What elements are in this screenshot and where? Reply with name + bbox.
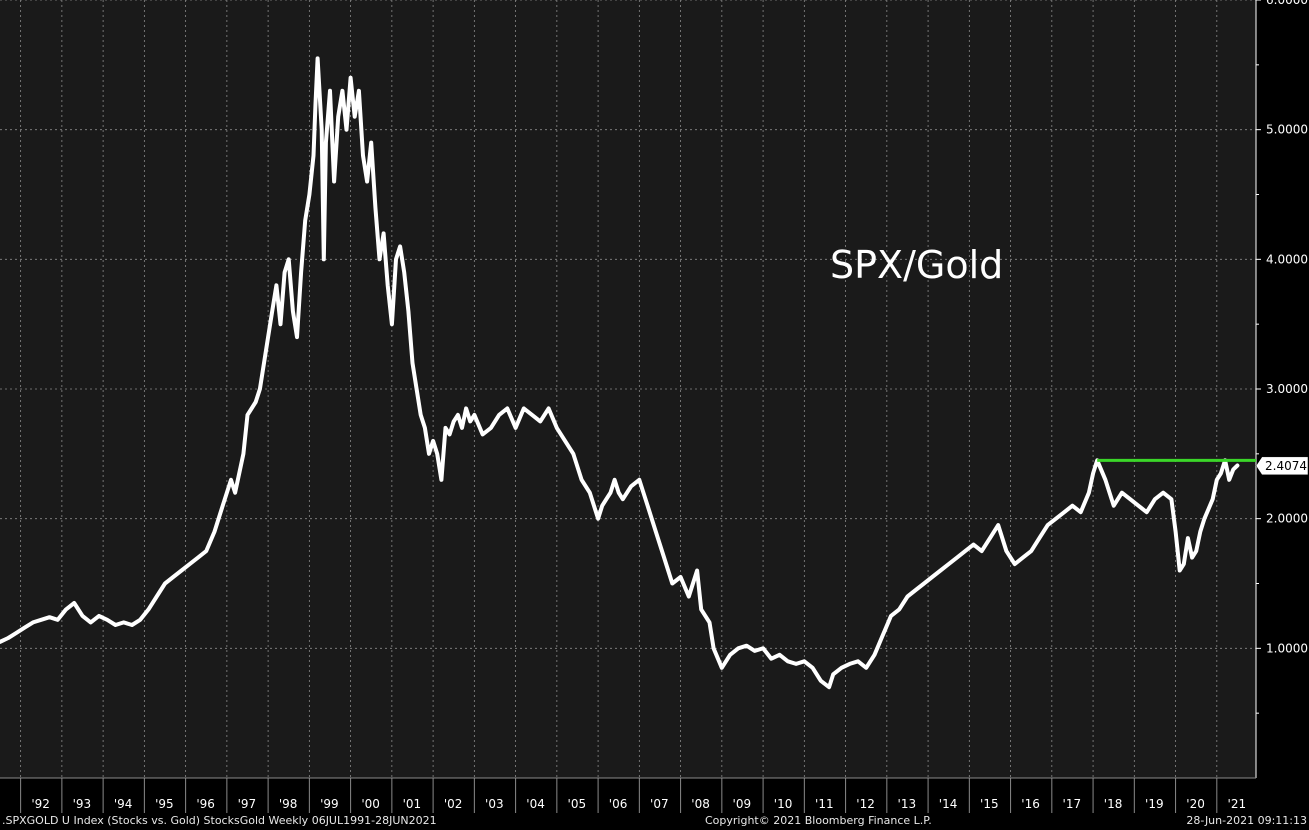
y-tick-label: 3.0000 (1266, 382, 1308, 396)
footer-index-info: .SPXGOLD U Index (Stocks vs. Gold) Stock… (2, 814, 437, 827)
last-value-label: 2.4074 (1265, 459, 1307, 473)
last-value-box (1255, 456, 1309, 476)
x-tick-label: '94 (114, 797, 133, 811)
x-tick-label: '98 (279, 797, 298, 811)
x-tick-label: '96 (196, 797, 215, 811)
y-tick-label: 4.0000 (1266, 252, 1308, 266)
series-line (0, 56, 1240, 690)
x-tick-label: '99 (320, 797, 339, 811)
grid-lines (0, 0, 1256, 778)
x-tick-label: '10 (774, 797, 793, 811)
y-tick-label: 5.0000 (1266, 123, 1308, 137)
footer-timestamp: 28-Jun-2021 09:11:13 (1186, 814, 1307, 827)
x-tick-label: '16 (1021, 797, 1040, 811)
footer-copyright: Copyright© 2021 Bloomberg Finance L.P. (705, 814, 932, 827)
x-tick-label: '04 (526, 797, 545, 811)
y-tick-label: 6.0000 (1266, 0, 1308, 7)
x-tick-label: '07 (650, 797, 669, 811)
x-tick-label: '09 (733, 797, 752, 811)
chart-footer: .SPXGOLD U Index (Stocks vs. Gold) Stock… (0, 813, 1309, 830)
x-tick-label: '95 (155, 797, 174, 811)
y-tick-label: 2.0000 (1266, 512, 1308, 526)
x-tick-label: '15 (980, 797, 999, 811)
x-tick-label: '17 (1063, 797, 1082, 811)
x-tick-label: '14 (939, 797, 958, 811)
x-tick-label: '11 (815, 797, 834, 811)
x-tick-label: '06 (609, 797, 628, 811)
x-tick-label: '19 (1145, 797, 1164, 811)
x-tick-label: '97 (238, 797, 257, 811)
x-tick-label: '02 (444, 797, 463, 811)
x-tick-label: '18 (1104, 797, 1123, 811)
y-tick-label: 1.0000 (1266, 641, 1308, 655)
series-layer (0, 56, 1256, 690)
plot-area (0, 0, 1256, 778)
x-tick-label: '92 (31, 797, 50, 811)
last-value-marker: 2.4074 (1255, 456, 1309, 476)
x-tick-label: '12 (856, 797, 875, 811)
x-tick-label: '93 (73, 797, 92, 811)
x-tick-label: '03 (485, 797, 504, 811)
x-tick-label: '13 (898, 797, 917, 811)
axes: 1.0000 2.0000 3.0000 4.0000 5.0000 6.0000 '92 '… (0, 0, 1308, 813)
x-tick-label: '01 (403, 797, 422, 811)
x-tick-label: '05 (568, 797, 587, 811)
x-tick-label: '21 (1228, 797, 1247, 811)
x-tick-label: '00 (361, 797, 380, 811)
x-tick-label: '08 (691, 797, 710, 811)
x-tick-label: '20 (1186, 797, 1205, 811)
chart-annotation: SPX/Gold (830, 243, 1003, 287)
spx-gold-chart: 1.0000 2.0000 3.0000 4.0000 5.0000 6.0000 '92 '… (0, 0, 1309, 813)
